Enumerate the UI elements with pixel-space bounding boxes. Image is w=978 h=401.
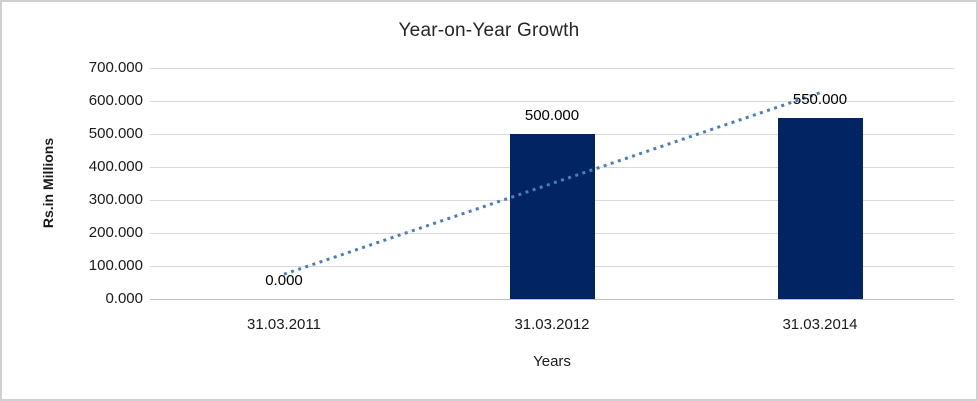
y-tick-label: 0.000	[105, 290, 143, 307]
y-tick-label: 200.000	[88, 224, 143, 241]
x-category-label: 31.03.2012	[514, 316, 590, 333]
y-tick-label: 700.000	[88, 59, 143, 76]
bar-data-label: 0.000	[265, 272, 303, 289]
bar	[509, 134, 595, 299]
x-axis-line	[150, 299, 954, 300]
gridline	[150, 68, 954, 69]
y-tick-label: 100.000	[88, 257, 143, 274]
x-category-label: 31.03.2014	[782, 316, 858, 333]
bar	[777, 117, 863, 299]
y-axis-title: Rs.in Millions	[40, 137, 56, 229]
bar-data-label: 500.000	[524, 107, 580, 124]
y-tick-label: 400.000	[88, 158, 143, 175]
chart-title: Year-on-Year Growth	[398, 20, 580, 41]
y-tick-label: 300.000	[88, 191, 143, 208]
x-category-label: 31.03.2011	[247, 316, 321, 333]
bar-data-label: 550.000	[792, 90, 848, 108]
y-tick-label: 500.000	[88, 125, 143, 142]
x-axis-title: Years	[533, 353, 571, 370]
y-tick-label: 600.000	[88, 92, 143, 109]
